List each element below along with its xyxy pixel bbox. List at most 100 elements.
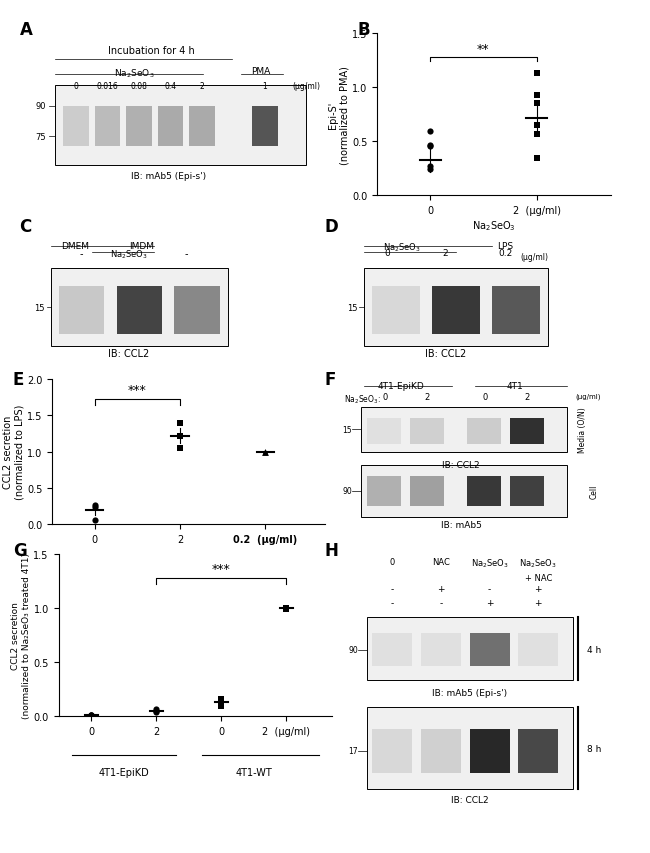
Bar [367,419,401,444]
Text: Incubation for 4 h: Incubation for 4 h [109,45,195,55]
Text: LPS: LPS [265,572,283,582]
Bar [372,287,419,334]
Bar [126,107,152,147]
Text: Na$_2$SeO$_3$:: Na$_2$SeO$_3$: [344,392,381,405]
Bar [421,729,461,773]
Text: -: - [391,584,394,594]
Bar [361,407,567,453]
Point [260,445,270,459]
Text: ***: *** [128,384,147,397]
Text: G: G [13,542,27,560]
Text: NAC: NAC [432,557,450,566]
Text: 1: 1 [263,82,267,90]
Point [531,119,541,133]
Point [425,125,436,138]
Text: 0: 0 [483,392,488,402]
Point [425,160,436,174]
Text: 0.4: 0.4 [164,82,177,90]
Bar [372,634,412,666]
Text: 4T1-WT: 4T1-WT [235,767,272,777]
Bar [116,287,162,334]
Text: ***: *** [212,562,230,575]
Point [425,140,436,154]
Point [86,709,96,722]
Point [151,702,161,716]
Text: 15: 15 [343,426,352,434]
Bar [467,419,501,444]
Bar [367,477,401,506]
Text: D: D [325,218,339,235]
Bar [467,477,501,506]
Text: 0: 0 [384,248,390,258]
Text: (μg/ml): (μg/ml) [520,253,548,262]
Bar [174,287,220,334]
Bar [361,466,567,517]
Text: -: - [185,248,188,258]
Bar [189,107,214,147]
Text: -: - [391,598,394,607]
Bar [55,86,306,165]
Text: 15: 15 [347,304,358,312]
Point [175,416,185,430]
Bar [367,707,573,789]
Bar [510,419,544,444]
Text: 17: 17 [348,746,358,756]
Bar [469,729,510,773]
Y-axis label: Epi-S'
(normalized to PMA): Epi-S' (normalized to PMA) [328,66,349,165]
Text: **: ** [477,43,489,55]
Point [531,89,541,102]
Text: A: A [20,21,32,39]
Bar [252,107,278,147]
Text: C: C [20,218,32,235]
Text: LPS: LPS [497,241,514,250]
Text: 0: 0 [390,557,395,566]
Point [531,128,541,142]
Point [260,445,270,459]
Point [281,601,291,615]
Bar [518,729,558,773]
Text: 90: 90 [348,646,358,654]
Bar [410,419,444,444]
Text: -: - [439,598,443,607]
Bar [518,634,558,666]
Text: 4T1: 4T1 [507,381,524,390]
Text: (μg/ml): (μg/ml) [575,392,601,399]
Point [86,709,96,722]
Text: E: E [13,371,25,389]
Y-axis label: CCL2 secretion
(normalized to Na₂SeO₃ treated 4T1): CCL2 secretion (normalized to Na₂SeO₃ tr… [11,553,31,718]
Bar [493,287,540,334]
Text: IB: mAb5: IB: mAb5 [441,520,482,530]
Y-axis label: CCL2 secretion
(normalized to LPS): CCL2 secretion (normalized to LPS) [3,404,24,500]
Text: 0: 0 [73,82,79,90]
Bar [364,269,548,346]
Point [425,138,436,152]
Text: 4T1-EpiKD: 4T1-EpiKD [98,767,149,777]
Text: + NAC: + NAC [525,573,552,583]
Point [425,164,436,177]
Text: IB: mAb5 (Epi-s'): IB: mAb5 (Epi-s') [432,688,507,697]
Text: IMDM: IMDM [129,241,154,250]
Text: IB: CCL2: IB: CCL2 [424,349,466,359]
Text: 2: 2 [443,248,448,258]
Text: 15: 15 [34,304,45,312]
Text: Na$_2$SeO$_3$: Na$_2$SeO$_3$ [114,67,155,80]
Text: IB: mAb5 (Epi-s'): IB: mAb5 (Epi-s') [131,171,207,180]
Text: 0: 0 [383,392,388,402]
Point [90,514,100,527]
Point [531,97,541,111]
Point [531,152,541,165]
Bar [432,287,480,334]
Bar [421,634,461,666]
Bar [410,477,444,506]
Text: Na$_2$SeO$_3$: Na$_2$SeO$_3$ [128,570,172,583]
Bar [59,287,104,334]
Text: 0.08: 0.08 [131,82,148,90]
Point [216,693,226,706]
Text: DMEM: DMEM [61,241,90,250]
Point [90,498,100,512]
Bar [95,107,120,147]
Text: Media (O/N): Media (O/N) [578,407,587,453]
Text: Na$_2$SeO$_3$: Na$_2$SeO$_3$ [519,557,557,570]
Point [281,603,291,617]
Text: 90: 90 [343,487,352,496]
